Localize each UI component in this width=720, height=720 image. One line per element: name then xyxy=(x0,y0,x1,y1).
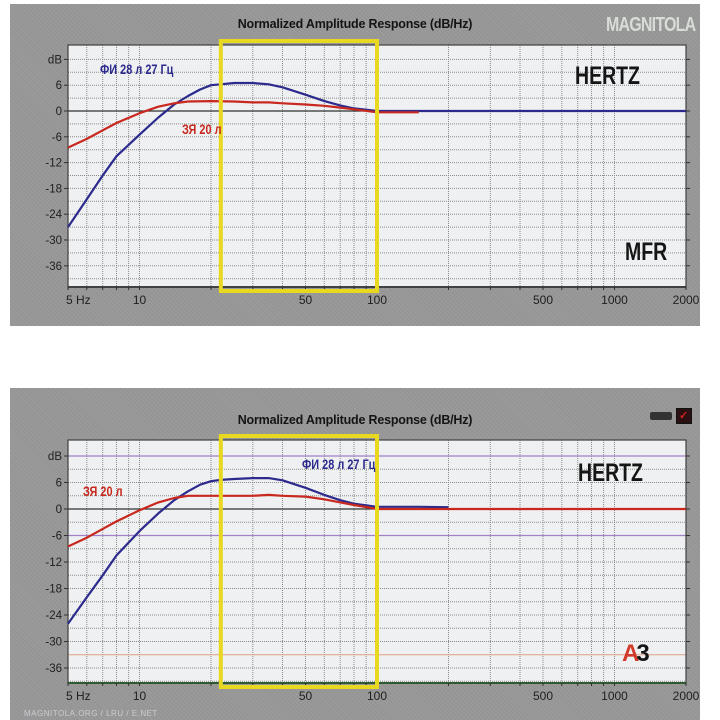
svg-text:6: 6 xyxy=(56,478,62,490)
svg-text:100: 100 xyxy=(367,293,387,307)
amplitude-response-chart-bottom: dB 6 0 -6 -12 -18 -24 -30 -36 5 Hz 10 50 100 500 1000 2… xyxy=(45,434,700,703)
chart-panel-bottom: Normalized Amplitude Response (dB/Hz) dB… xyxy=(10,388,700,720)
svg-text:500: 500 xyxy=(533,293,553,307)
svg-text:2000: 2000 xyxy=(673,689,700,703)
svg-text:-18: -18 xyxy=(45,183,62,195)
hertz-brand-label: HERTZ xyxy=(578,459,643,487)
x-axis-labels: 5 Hz 10 50 100 500 1000 2000 xyxy=(66,683,700,703)
svg-text:-24: -24 xyxy=(45,610,62,622)
svg-text:50: 50 xyxy=(299,293,313,307)
svg-text:-30: -30 xyxy=(45,235,62,247)
svg-text:A3: A3 xyxy=(622,640,650,667)
y-axis-labels: dB 6 0 -6 -12 -18 -24 -30 -36 xyxy=(45,54,690,273)
svg-text:50: 50 xyxy=(299,689,313,703)
series-blue-line xyxy=(67,81,686,228)
highlight-box xyxy=(218,434,379,689)
svg-text:-36: -36 xyxy=(45,663,62,675)
series-label-blue: ФИ 28 л 27 Гц xyxy=(100,62,174,78)
svg-text:-18: -18 xyxy=(45,584,62,596)
checkbox-icon: ✓ xyxy=(676,408,692,424)
amplitude-response-chart-top: dB 6 0 -6 -12 -18 -24 -30 -36 5 Hz 10 50 100 500 1000 2… xyxy=(45,39,700,307)
svg-text:2000: 2000 xyxy=(673,293,700,307)
vertical-grid xyxy=(67,440,687,683)
svg-text:6: 6 xyxy=(56,80,62,92)
series-blue-line xyxy=(67,477,449,625)
highlight-box xyxy=(218,39,379,293)
svg-text:dB: dB xyxy=(48,451,62,463)
magnitola-logo: MAGNITOLA xyxy=(606,14,696,36)
svg-text:-24: -24 xyxy=(45,209,62,221)
svg-text:-12: -12 xyxy=(45,557,62,569)
series-red-line xyxy=(67,100,419,149)
svg-text:1000: 1000 xyxy=(601,689,628,703)
chart-title: Normalized Amplitude Response (dB/Hz) xyxy=(237,413,473,427)
svg-text:-30: -30 xyxy=(45,637,62,649)
chart-title: Normalized Amplitude Response (dB/Hz) xyxy=(237,17,473,31)
watermark: MAGNITOLA.ORG / LRU / E.NET xyxy=(24,709,158,718)
chart-panel-top: Normalized Amplitude Response (dB/Hz) dB… xyxy=(10,4,700,326)
mfr-label: MFR xyxy=(625,238,667,266)
svg-text:-36: -36 xyxy=(45,261,62,273)
series-red-line xyxy=(67,493,686,548)
series-label-red: ЗЯ 20 л xyxy=(83,484,123,500)
svg-text:10: 10 xyxy=(133,689,147,703)
x-axis-labels: 5 Hz 10 50 100 500 1000 2000 xyxy=(66,287,700,307)
y-axis-labels: dB 6 0 -6 -12 -18 -24 -30 -36 xyxy=(45,451,690,675)
svg-text:-6: -6 xyxy=(52,132,62,144)
svg-text:1000: 1000 xyxy=(601,293,628,307)
series-label-blue: ФИ 28 л 27 Гц xyxy=(302,457,376,473)
a3-logo: A3 xyxy=(622,640,650,667)
svg-text:0: 0 xyxy=(56,504,62,516)
svg-text:-6: -6 xyxy=(52,531,62,543)
svg-text:0: 0 xyxy=(56,106,62,118)
svg-text:dB: dB xyxy=(48,54,62,66)
svg-text:10: 10 xyxy=(133,293,147,307)
series-label-red: ЗЯ 20 л xyxy=(182,122,222,138)
svg-text:5 Hz: 5 Hz xyxy=(66,689,91,703)
car-icon xyxy=(650,412,672,420)
svg-text:5 Hz: 5 Hz xyxy=(66,293,91,307)
svg-text:-12: -12 xyxy=(45,158,62,170)
hertz-brand-label: HERTZ xyxy=(575,62,640,90)
svg-text:100: 100 xyxy=(367,689,387,703)
svg-text:500: 500 xyxy=(533,689,553,703)
